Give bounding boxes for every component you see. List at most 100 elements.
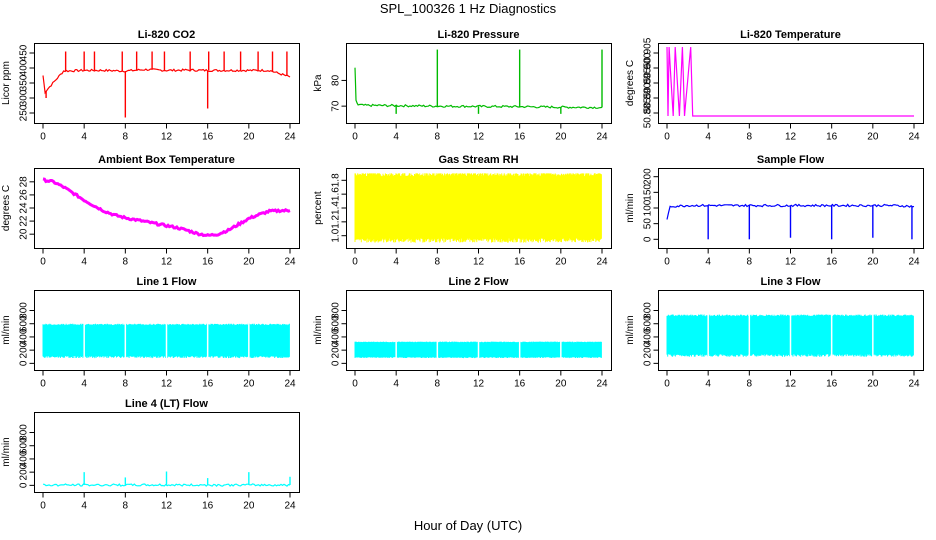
y-tick-label: 400: [19, 328, 30, 345]
series-line-4-lt-flow: [42, 471, 291, 487]
y-tick-label: 50.900: [643, 52, 654, 83]
panel-title: Ambient Box Temperature: [98, 154, 235, 166]
y-tick-label: 600: [19, 315, 30, 332]
data-dips: [354, 173, 601, 243]
y-axis-label: ml/min: [625, 315, 636, 344]
y-tick-label: 800: [19, 302, 30, 319]
y-tick-label: 100: [643, 199, 654, 216]
x-tick-label: 12: [161, 257, 173, 268]
x-tick-label: 4: [393, 132, 399, 143]
x-tick-label: 0: [40, 379, 46, 390]
x-tick-label: 12: [161, 501, 173, 512]
x-tick-label: 0: [664, 379, 670, 390]
y-axis-label: kPa: [313, 74, 324, 92]
y-axis-label: degrees C: [1, 185, 12, 231]
panel-title: Li-820 Temperature: [740, 29, 841, 41]
series-li-820-pressure: [354, 49, 603, 114]
x-tick-label: 8: [435, 132, 441, 143]
x-tick-label: 20: [867, 132, 879, 143]
y-tick-label: 20: [19, 228, 30, 240]
x-tick-label: 24: [596, 132, 608, 143]
y-tick-label: 26: [19, 189, 30, 201]
x-tick-label: 8: [747, 379, 753, 390]
panel-title: Li-820 Pressure: [438, 29, 520, 41]
series-li-820-co2: [42, 51, 291, 118]
panel-line-2-flow: Line 2 Flow ml/min 0 4 8 12 16 20 24 0 20040060080…: [313, 276, 612, 390]
y-tick-label: 400: [19, 450, 30, 467]
x-tick-label: 4: [81, 257, 87, 268]
panel-title: Line 4 (LT) Flow: [125, 398, 208, 410]
x-tick-label: 24: [284, 257, 296, 268]
y-tick-label: 400: [19, 59, 30, 76]
x-tick-label: 8: [747, 257, 753, 268]
x-tick-label: 16: [514, 132, 526, 143]
plot-frame: [34, 168, 300, 249]
y-axis-label: ml/min: [625, 193, 636, 222]
panel-line-1-flow: Line 1 Flow ml/min 0 4 8 12 16 20 24 0 20040060080…: [1, 276, 300, 390]
y-tick-label: 800: [331, 302, 342, 319]
x-tick-label: 16: [202, 379, 214, 390]
x-tick-label: 12: [785, 257, 797, 268]
x-tick-label: 20: [555, 132, 567, 143]
y-tick-label: 24: [19, 202, 30, 214]
x-tick-label: 0: [40, 132, 46, 143]
x-tick-label: 16: [826, 132, 838, 143]
panel-line-3-flow: Line 3 Flow ml/min 0 4 8 12 16 20 24 0 20040060080…: [625, 276, 924, 390]
x-tick-label: 4: [393, 379, 399, 390]
x-tick-label: 4: [393, 257, 399, 268]
x-tick-label: 16: [826, 257, 838, 268]
y-tick-label: 0: [331, 360, 342, 366]
x-tick-label: 16: [514, 257, 526, 268]
x-tick-label: 20: [555, 257, 567, 268]
x-tick-label: 16: [514, 379, 526, 390]
x-tick-label: 8: [123, 501, 129, 512]
y-tick-label: 350: [19, 74, 30, 91]
x-tick-label: 24: [596, 379, 608, 390]
y-tick-label: 28: [19, 176, 30, 188]
x-axis-caption: Hour of Day (UTC): [413, 518, 523, 533]
y-tick-label: 1.2: [331, 214, 342, 228]
y-tick-label: 600: [331, 315, 342, 332]
x-tick-label: 8: [123, 257, 129, 268]
panel-li-820-pressure: Li-820 Pressure kPa 0 4 8 12 16 20 24 70 80: [313, 29, 612, 143]
plot-frame: [658, 43, 924, 124]
x-tick-label: 24: [284, 501, 296, 512]
data-line: [666, 46, 914, 117]
y-axis-label: degrees C: [625, 60, 636, 106]
y-tick-label: 50.895: [643, 67, 654, 98]
x-tick-label: 0: [664, 132, 670, 143]
x-tick-label: 12: [785, 379, 797, 390]
y-tick-label: 50.905: [643, 37, 654, 68]
y-tick-label: 1.0: [331, 228, 342, 242]
panel-li-820-temperature: Li-820 Temperature degrees C 0 4 8 12 16 20 24 50…: [625, 29, 924, 143]
panel-title: Line 1 Flow: [137, 276, 197, 288]
series-ambient-box-temperature: [42, 177, 291, 238]
x-tick-label: 20: [243, 257, 255, 268]
y-tick-label: 80: [331, 74, 342, 86]
panel-title: Line 3 Flow: [761, 276, 821, 288]
panel-ambient-box-temperature: Ambient Box Temperature degrees C 0 4 8 12 16 2…: [1, 154, 300, 268]
x-tick-label: 8: [435, 379, 441, 390]
series-li-820-temperature: [666, 46, 914, 117]
y-tick-label: 50.890: [643, 82, 654, 113]
x-tick-label: 20: [243, 132, 255, 143]
series-line-1-flow: [42, 321, 290, 365]
x-tick-label: 0: [40, 257, 46, 268]
y-axis-label: ml/min: [1, 437, 12, 466]
panel-title: Line 2 Flow: [449, 276, 509, 288]
y-tick-label: 600: [19, 437, 30, 454]
x-tick-label: 24: [908, 132, 920, 143]
page-title: SPL_100326 1 Hz Diagnostics: [379, 1, 557, 16]
panel-title: Li-820 CO2: [138, 29, 195, 41]
x-tick-label: 8: [435, 257, 441, 268]
y-axis-label: ml/min: [1, 315, 12, 344]
y-tick-label: 600: [643, 315, 654, 332]
x-tick-label: 20: [243, 501, 255, 512]
panel-line-4-lt-flow: Line 4 (LT) Flow ml/min 0 4 8 12 16 20 24 0 200400…: [1, 398, 300, 512]
x-tick-label: 24: [284, 379, 296, 390]
y-tick-label: 70: [331, 100, 342, 112]
x-tick-label: 24: [596, 257, 608, 268]
y-tick-label: 22: [19, 215, 30, 227]
x-tick-label: 4: [81, 132, 87, 143]
